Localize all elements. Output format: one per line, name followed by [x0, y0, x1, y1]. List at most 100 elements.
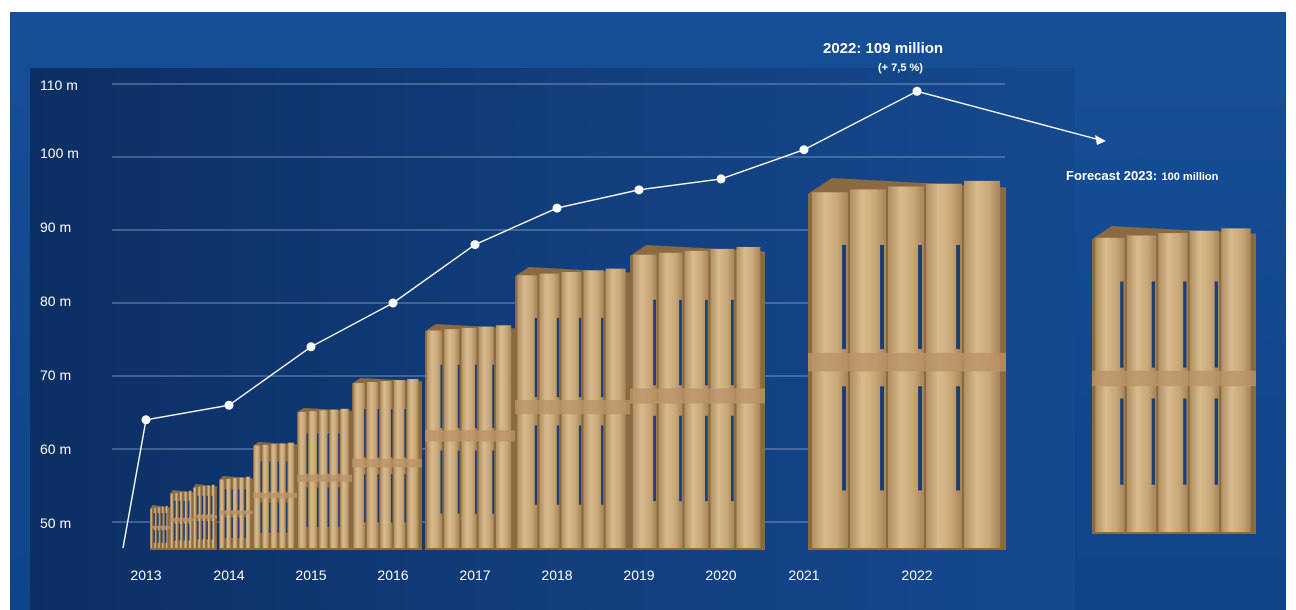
pallet-slot	[317, 487, 319, 528]
pallet-bar	[630, 245, 765, 550]
pallet-band	[515, 400, 630, 415]
pallet-bar	[253, 442, 297, 550]
pallet-slot	[578, 425, 582, 505]
pallet-slot	[1183, 281, 1187, 368]
pallet-slot	[679, 299, 682, 386]
pallet-slot	[197, 520, 199, 540]
pallet-slot	[164, 513, 167, 526]
pallet-slot	[475, 364, 477, 428]
data-point	[716, 174, 726, 184]
data-point	[799, 145, 809, 155]
x-tick-label: 2019	[623, 567, 655, 583]
y-tick-label: 60 m	[40, 441, 72, 457]
pallet-slot	[187, 523, 190, 541]
y-tick-label: 70 m	[40, 367, 72, 383]
pallet-slot	[197, 495, 199, 515]
pallet-slot	[183, 523, 185, 541]
pallet-slot	[556, 425, 560, 505]
pallet-slot	[269, 502, 271, 533]
pallet-slot	[918, 386, 923, 491]
pallet-slot	[1151, 398, 1155, 485]
pallet-slot	[164, 530, 167, 543]
pallet-slot	[201, 520, 204, 540]
pallet-slot	[285, 461, 288, 492]
y-tick-label: 110 m	[40, 77, 78, 93]
pallet-slot	[730, 415, 734, 502]
pallet-slot	[224, 517, 227, 539]
pallet-slot	[161, 513, 163, 526]
pallet-slot	[653, 299, 656, 386]
pallet-slot	[260, 502, 263, 533]
pallet-bar	[425, 324, 515, 550]
pallet-slot	[178, 523, 181, 541]
pallet-slot	[534, 425, 538, 505]
pallet-slot	[206, 495, 208, 515]
x-tick-label: 2015	[295, 567, 327, 583]
pallet-slot	[231, 517, 233, 539]
x-tick-label: 2018	[541, 567, 573, 583]
pallet-slot	[201, 495, 204, 515]
x-tick-label: 2017	[459, 567, 491, 583]
y-tick-label: 50 m	[40, 515, 72, 531]
pallet-slot	[679, 415, 682, 502]
pallet-slot	[705, 415, 708, 502]
forecast-arrow-head	[1095, 135, 1106, 145]
pallet-slot	[260, 461, 263, 492]
pallet-slot	[277, 461, 279, 492]
pallet-slot	[277, 502, 279, 533]
pallet-slot	[956, 386, 961, 491]
pallet-slot	[338, 487, 340, 528]
pallet-bar	[193, 484, 217, 550]
pallet-band	[219, 510, 253, 515]
y-tick-label: 80 m	[40, 293, 72, 309]
pallet-slot	[364, 474, 366, 523]
pallet-slot	[578, 317, 582, 398]
pallet-slot	[1214, 398, 1218, 485]
pallet-band	[352, 458, 422, 468]
pallet-slot	[956, 244, 961, 350]
data-point	[388, 298, 398, 308]
pallet-band	[170, 518, 194, 522]
pallet-slot	[327, 487, 330, 528]
pallet-slot	[556, 317, 560, 398]
pallet-slot	[457, 450, 460, 514]
pallet-slot	[880, 244, 885, 350]
pallet-slot	[457, 364, 460, 428]
x-tick-label: 2022	[901, 567, 933, 583]
pallet-slot	[1120, 398, 1124, 485]
y-tick-label: 100 m	[40, 145, 79, 161]
pallet-slot	[206, 520, 208, 540]
pallet-slot	[440, 450, 443, 514]
pallet-slot	[327, 433, 330, 474]
x-tick-label: 2021	[788, 567, 820, 583]
data-point	[552, 203, 562, 213]
pallet-slot	[842, 386, 847, 491]
pallet-slot	[1120, 281, 1124, 368]
pallet-slot	[187, 500, 190, 518]
pallet-slot	[306, 487, 308, 528]
data-point	[634, 185, 644, 195]
data-point	[141, 415, 151, 425]
y-tick-label: 90 m	[40, 219, 72, 235]
pallet-slot	[174, 523, 176, 541]
pallet-slot	[157, 513, 159, 526]
pallet-slot	[183, 500, 185, 518]
pallet-band	[193, 515, 217, 519]
pallet-slot	[1183, 398, 1187, 485]
pallet-slot	[534, 317, 538, 398]
pallet-slot	[918, 244, 923, 350]
pallet-slot	[210, 495, 213, 515]
pallet-slot	[492, 364, 495, 428]
pallet-bar	[352, 378, 422, 550]
pallet-band	[630, 388, 765, 404]
pallet-band	[808, 352, 1006, 372]
pallet-slot	[842, 244, 847, 350]
x-tick-label: 2014	[213, 567, 245, 583]
pallet-slot	[269, 461, 271, 492]
pallet-slot	[601, 425, 604, 505]
forecast-annotation: Forecast 2023: 100 million	[1066, 167, 1218, 185]
pallet-band	[1092, 370, 1256, 387]
pallet-slot	[157, 530, 159, 543]
forecast-arrow-line	[916, 90, 1101, 141]
